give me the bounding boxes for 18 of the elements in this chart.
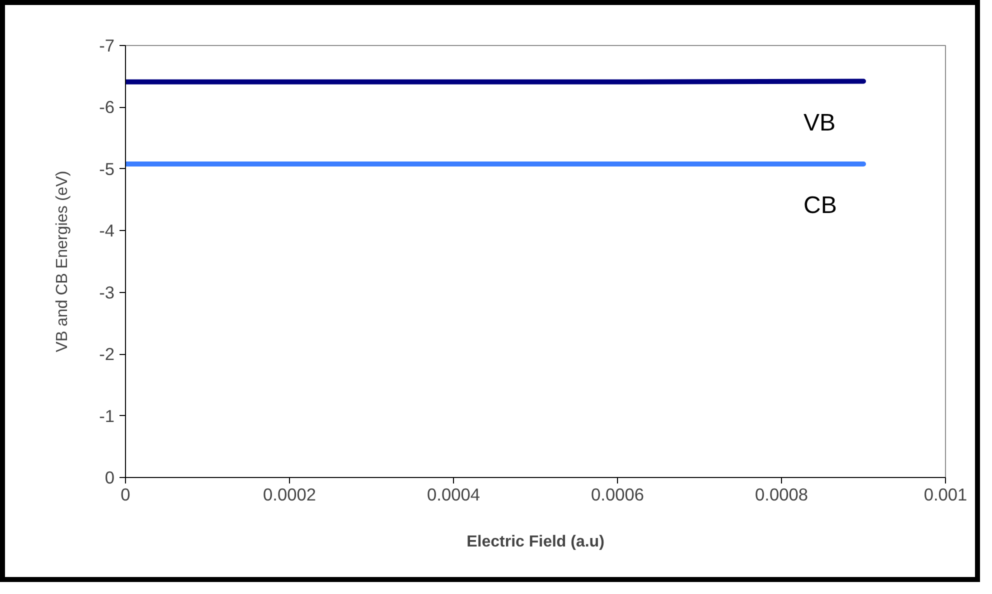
x-tick-label: 0.0004 (427, 484, 480, 504)
series-label: VB (804, 109, 836, 136)
x-tick-label: 0 (120, 484, 130, 504)
y-tick-label: -7 (99, 36, 115, 56)
y-tick-label: -2 (99, 344, 115, 364)
y-tick-label: -4 (99, 220, 115, 241)
y-tick-label: -1 (99, 406, 115, 426)
x-tick-label: 0.0006 (591, 484, 644, 504)
y-tick-label: -6 (99, 97, 115, 118)
y-tick-label: 0 (104, 468, 115, 488)
x-axis-title: Electric Field (a.u) (466, 534, 604, 550)
x-tick-label: 0.001 (924, 484, 968, 504)
series-label: CB (804, 192, 837, 219)
y-tick-label: -5 (99, 158, 115, 179)
y-tick-label: -3 (99, 282, 115, 302)
y-axis-title: VB and CB Energies (eV) (54, 170, 72, 352)
x-tick-label: 0.0008 (755, 484, 808, 504)
x-tick-label: 0.0002 (263, 484, 316, 504)
